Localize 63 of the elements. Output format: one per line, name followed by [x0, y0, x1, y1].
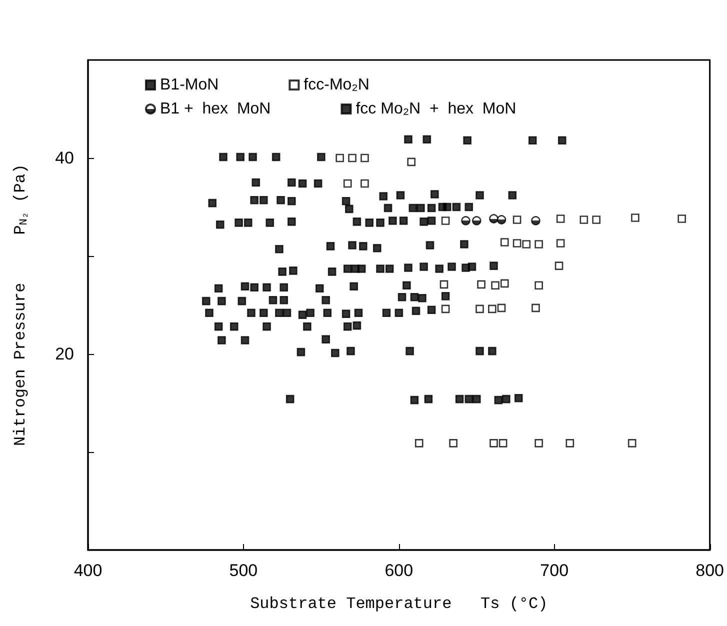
point — [252, 178, 260, 187]
point — [287, 178, 296, 187]
point — [500, 238, 509, 246]
point — [532, 304, 540, 312]
x-tick-label: 800 — [696, 561, 724, 580]
point — [360, 179, 369, 188]
point — [628, 439, 636, 448]
point — [558, 136, 566, 145]
point — [461, 216, 470, 226]
point — [566, 439, 574, 448]
point — [490, 439, 498, 448]
y-tick-label: 40 — [55, 148, 74, 168]
point — [236, 152, 244, 162]
point — [580, 216, 588, 224]
point — [512, 239, 522, 248]
point — [440, 280, 448, 289]
point — [534, 439, 543, 448]
point — [496, 215, 506, 224]
point — [476, 304, 484, 314]
point — [531, 216, 540, 226]
x-tick-label: 700 — [540, 561, 569, 580]
point — [348, 154, 356, 162]
point — [631, 214, 640, 222]
point — [489, 214, 498, 224]
point — [441, 304, 450, 314]
y-axis-title: Nitrogen Pressure PN₂ (Pa) — [12, 164, 30, 446]
legend-label: fcc Mo₂N + hex MoN — [356, 100, 516, 118]
point — [556, 214, 565, 223]
point — [522, 240, 531, 248]
point — [528, 136, 537, 145]
point — [343, 179, 352, 188]
point — [272, 152, 280, 162]
point — [498, 439, 508, 448]
point — [336, 154, 344, 162]
y-tick-label: 20 — [55, 344, 74, 364]
point — [317, 152, 326, 162]
point — [360, 154, 369, 162]
x-axis-title: Substrate Temperature Ts (°C) — [250, 595, 548, 613]
point — [472, 216, 482, 226]
point — [678, 214, 686, 223]
legend-label: B1 + hex MoN — [160, 100, 271, 118]
point — [554, 262, 564, 270]
legend-label: B1-MoN — [160, 76, 219, 94]
x-tick-label: 600 — [384, 561, 414, 580]
x-tick-label: 500 — [229, 561, 258, 580]
legend-label: fcc-Mo₂N — [304, 76, 370, 94]
point — [592, 216, 600, 224]
point — [534, 240, 543, 248]
point — [441, 216, 450, 225]
point — [414, 439, 424, 448]
point — [497, 304, 506, 312]
point — [407, 158, 416, 166]
x-tick-label: 400 — [74, 561, 102, 580]
point — [477, 280, 486, 289]
point — [491, 281, 500, 290]
point — [449, 439, 458, 448]
point — [556, 239, 565, 248]
point — [488, 304, 496, 314]
point — [534, 281, 543, 290]
point — [512, 216, 522, 224]
point — [219, 152, 228, 162]
point — [463, 136, 472, 145]
point — [500, 279, 509, 288]
